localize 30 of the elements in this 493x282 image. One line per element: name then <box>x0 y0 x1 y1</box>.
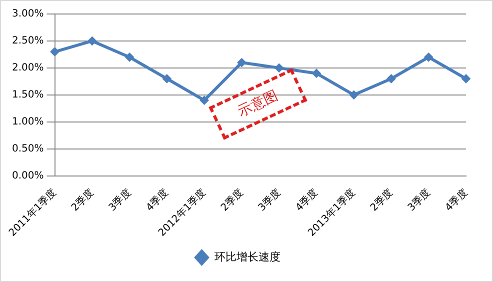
x-tick-label: 3季度 <box>256 186 284 214</box>
x-tick-label: 4季度 <box>293 186 320 214</box>
point <box>88 36 97 46</box>
point <box>162 74 172 84</box>
point <box>50 47 60 56</box>
point <box>386 74 396 84</box>
y-tick-label: 2.50% <box>12 36 44 47</box>
x-tick-label: 2季度 <box>368 186 396 214</box>
point <box>200 96 209 105</box>
point <box>312 68 321 78</box>
point <box>462 74 470 84</box>
x-tick-label: 2季度 <box>218 186 246 214</box>
point <box>125 52 134 62</box>
y-tick-label: 1.50% <box>12 89 44 100</box>
x-tick-label: 3季度 <box>405 186 433 214</box>
y-tick-label: 3.00% <box>12 8 44 20</box>
x-tick-label: 2季度 <box>68 186 96 214</box>
x-tick-label: 4季度 <box>442 186 470 214</box>
stamp: 示意图 <box>208 68 308 140</box>
point <box>349 90 358 100</box>
y-tick-label: 2.00% <box>12 62 44 74</box>
point <box>274 63 284 72</box>
x-tick-label: 3季度 <box>106 186 134 214</box>
x-tick-label: 4季度 <box>144 186 171 214</box>
y-tick-label: 0.50% <box>12 143 44 154</box>
y-tick-label: 1.00% <box>12 116 44 128</box>
point <box>237 58 246 68</box>
y-tick-label: 0.00% <box>12 170 44 182</box>
point <box>424 52 434 62</box>
legend-label: 环比增长速度 <box>214 250 280 264</box>
